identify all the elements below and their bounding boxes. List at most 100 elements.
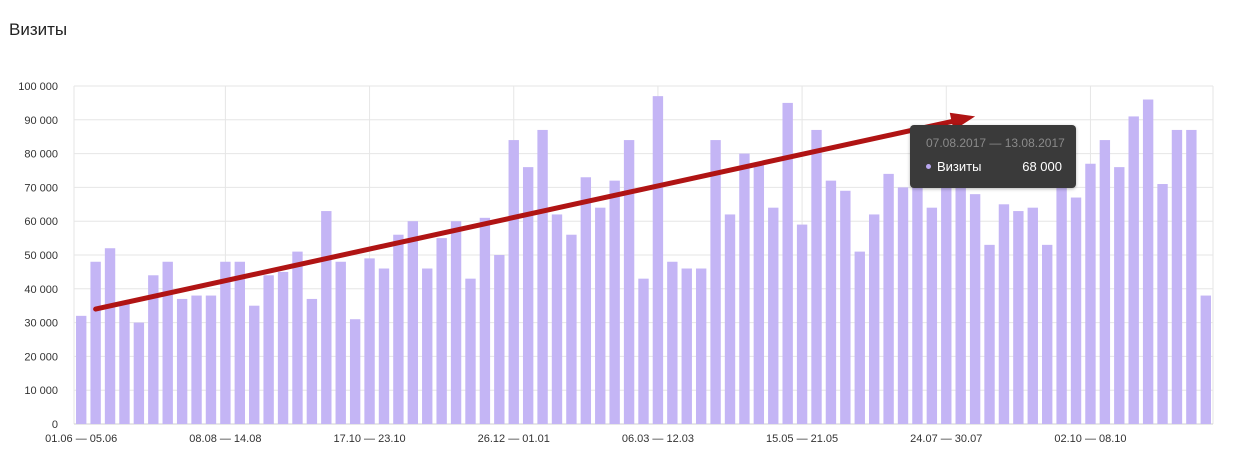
bar[interactable] — [306, 298, 318, 424]
bar[interactable] — [1099, 140, 1111, 424]
bar[interactable] — [321, 211, 332, 424]
series-dot-icon — [926, 164, 931, 169]
bar[interactable] — [811, 129, 822, 424]
tooltip-date-range: 07.08.2017 — 13.08.2017 — [926, 136, 1065, 150]
bar[interactable] — [667, 261, 678, 424]
bar[interactable] — [984, 244, 995, 424]
bar[interactable] — [1186, 129, 1197, 424]
bar[interactable] — [450, 221, 462, 424]
bar[interactable] — [537, 129, 548, 424]
bar[interactable] — [220, 261, 231, 424]
bar[interactable] — [364, 258, 375, 424]
bar[interactable] — [955, 173, 966, 424]
bar[interactable] — [796, 224, 808, 424]
bar[interactable] — [710, 140, 721, 424]
bar[interactable] — [494, 255, 505, 424]
bar[interactable] — [1042, 244, 1053, 424]
bar[interactable] — [941, 187, 952, 424]
bar[interactable] — [393, 234, 404, 424]
bar[interactable] — [176, 298, 188, 424]
bar[interactable] — [912, 184, 923, 424]
bar[interactable] — [90, 261, 101, 424]
bar[interactable] — [249, 305, 260, 424]
bar[interactable] — [1171, 129, 1183, 424]
bar[interactable] — [1056, 180, 1067, 424]
bar[interactable] — [205, 295, 217, 424]
bar[interactable] — [897, 187, 909, 424]
bar[interactable] — [868, 214, 880, 424]
bar[interactable] — [378, 268, 390, 424]
bar[interactable] — [133, 322, 145, 424]
bar[interactable] — [551, 214, 563, 424]
bar[interactable] — [623, 140, 635, 424]
bar[interactable] — [1200, 295, 1211, 424]
bar[interactable] — [1027, 207, 1038, 424]
bar[interactable] — [825, 180, 837, 424]
bar[interactable] — [1070, 197, 1082, 424]
bar[interactable] — [479, 217, 491, 424]
x-tick-label: 08.08 — 14.08 — [189, 433, 261, 445]
bar[interactable] — [148, 275, 159, 424]
y-tick-label: 50 000 — [24, 250, 58, 262]
bar[interactable] — [1085, 163, 1096, 425]
bar[interactable] — [292, 251, 303, 424]
bar[interactable] — [926, 207, 938, 424]
bar[interactable] — [782, 102, 793, 425]
bar[interactable] — [263, 275, 274, 424]
y-tick-label: 30 000 — [24, 318, 58, 330]
y-tick-label: 90 000 — [24, 115, 58, 127]
tooltip-value: 68 000 — [1022, 159, 1062, 174]
bar[interactable] — [1114, 167, 1125, 424]
x-tick-label: 06.03 — 12.03 — [622, 433, 694, 445]
bar[interactable] — [753, 163, 765, 425]
x-tick-label: 01.06 — 05.06 — [45, 433, 117, 445]
bar[interactable] — [1142, 99, 1154, 425]
bar[interactable] — [234, 261, 245, 424]
bar[interactable] — [1013, 211, 1024, 424]
bar[interactable] — [638, 278, 649, 424]
bar[interactable] — [335, 261, 346, 424]
bar[interactable] — [580, 177, 592, 424]
bar[interactable] — [277, 271, 289, 424]
tooltip-series-name: Визиты — [937, 159, 982, 174]
bar[interactable] — [768, 207, 779, 424]
bar[interactable] — [1128, 116, 1139, 425]
bar[interactable] — [969, 194, 981, 424]
bar[interactable] — [595, 207, 606, 424]
bar[interactable] — [840, 190, 851, 424]
bar[interactable] — [998, 204, 1010, 424]
y-axis-tick-labels: 0 10 000 20 000 30 000 40 000 50 000 60 000 70 … — [18, 81, 58, 431]
bar[interactable] — [1157, 184, 1168, 424]
bar[interactable] — [652, 96, 664, 424]
bar[interactable] — [522, 167, 534, 424]
chart-title: Визиты — [9, 20, 68, 39]
bar[interactable] — [465, 278, 476, 424]
bar[interactable] — [681, 268, 692, 424]
chart-tooltip: 07.08.2017 — 13.08.2017 Визиты 68 000 — [910, 125, 1076, 188]
bar[interactable] — [609, 180, 620, 424]
bar[interactable] — [162, 261, 173, 424]
x-tick-label: 17.10 — 23.10 — [333, 433, 405, 445]
bar[interactable] — [695, 268, 707, 424]
bar[interactable] — [119, 302, 130, 424]
bar[interactable] — [566, 234, 577, 424]
bar[interactable] — [104, 248, 116, 424]
y-tick-label: 80 000 — [24, 149, 58, 161]
bar[interactable] — [436, 238, 447, 424]
y-tick-label: 100 000 — [18, 81, 58, 93]
bar[interactable] — [349, 319, 361, 424]
bar[interactable] — [739, 153, 750, 424]
y-tick-label: 0 — [52, 419, 58, 431]
bar[interactable] — [191, 295, 202, 424]
tooltip-row: Визиты 68 000 — [926, 159, 1062, 174]
bar[interactable] — [76, 315, 87, 424]
bar[interactable] — [854, 251, 865, 424]
bar[interactable] — [508, 140, 519, 424]
bar[interactable] — [422, 268, 433, 424]
bar[interactable] — [883, 173, 894, 424]
x-tick-label: 26.12 — 01.01 — [478, 433, 550, 445]
bar[interactable] — [407, 221, 419, 424]
y-tick-label: 20 000 — [24, 351, 58, 363]
bar[interactable] — [724, 214, 736, 424]
